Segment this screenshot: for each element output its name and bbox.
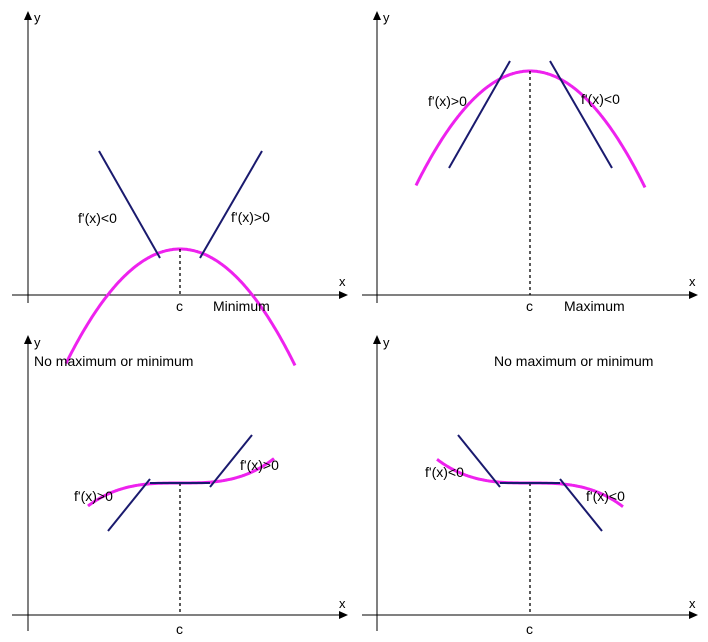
tangent-line-right xyxy=(209,434,253,488)
tangent-label-right: f'(x)<0 xyxy=(581,91,620,107)
panel-inflection-decreasing: y x No maximum or minimum f'(x)<0 f'(x)<… xyxy=(362,335,698,637)
tangent-label-left: f'(x)>0 xyxy=(74,488,113,504)
y-axis-label: y xyxy=(34,10,41,25)
panel-title: No maximum or minimum xyxy=(494,353,653,369)
x-axis-label: x xyxy=(689,596,696,611)
tangent-label-left: f'(x)<0 xyxy=(425,464,464,480)
tangent-line-left xyxy=(457,434,501,488)
c-label: c xyxy=(176,621,183,637)
tangent-label-left: f'(x)>0 xyxy=(428,93,467,109)
tangent-line-left xyxy=(98,150,161,259)
c-label: c xyxy=(526,621,533,637)
c-label: c xyxy=(176,298,183,314)
panel-title: Maximum xyxy=(564,298,625,314)
tangent-label-right: f'(x)<0 xyxy=(586,488,625,504)
tangent-label-right: f'(x)>0 xyxy=(240,457,279,473)
x-axis-label: x xyxy=(339,274,346,289)
y-axis-label: y xyxy=(383,10,390,25)
tangent-line-right xyxy=(559,478,603,532)
panel-maximum: y x f'(x)>0 f'(x)<0 c Maximum xyxy=(362,10,698,314)
y-axis-label: y xyxy=(34,335,41,350)
tangent-line-right xyxy=(199,150,263,259)
panel-inflection-increasing: y x No maximum or minimum f'(x)>0 f'(x)>… xyxy=(12,335,348,637)
panel-title: No maximum or minimum xyxy=(34,353,193,369)
tangent-label-left: f'(x)<0 xyxy=(78,210,117,226)
tangent-label-right: f'(x)>0 xyxy=(231,209,270,225)
y-axis-label: y xyxy=(383,335,390,350)
tangent-line-left xyxy=(448,60,511,169)
c-label: c xyxy=(526,298,533,314)
panel-minimum: y x f'(x)<0 f'(x)>0 c Minimum xyxy=(12,10,348,367)
panel-title: Minimum xyxy=(213,298,270,314)
x-axis-label: x xyxy=(689,274,696,289)
tangent-line-right xyxy=(549,60,613,169)
x-axis-label: x xyxy=(339,596,346,611)
tangent-line-left xyxy=(107,478,151,532)
